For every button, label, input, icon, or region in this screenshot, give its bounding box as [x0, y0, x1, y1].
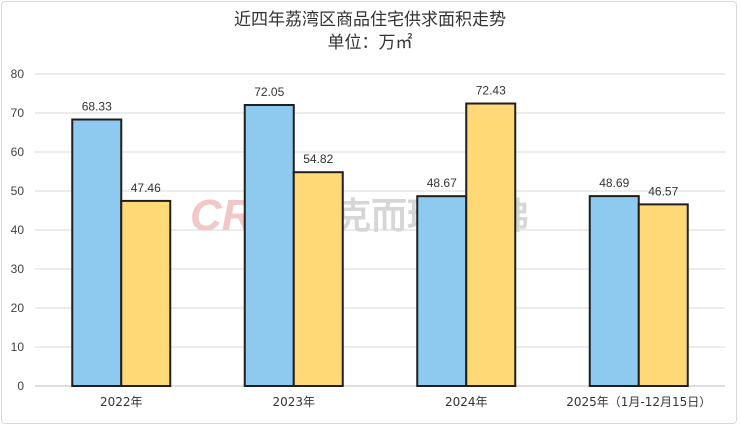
chart-title: 近四年荔湾区商品住宅供求面积走势 — [234, 10, 506, 30]
bar — [588, 195, 640, 387]
data-label: 46.57 — [648, 184, 678, 198]
chart-subtitle: 单位：万㎡ — [327, 33, 413, 53]
x-tick-label: 2023年 — [272, 395, 315, 409]
y-tick-label: 0 — [17, 379, 24, 393]
y-tick-label: 80 — [11, 67, 25, 81]
data-label: 48.69 — [599, 176, 629, 190]
data-label: 54.82 — [303, 152, 333, 166]
y-tick-label: 10 — [11, 340, 25, 354]
bar — [637, 203, 689, 387]
bar — [243, 104, 295, 387]
bar — [120, 199, 172, 387]
y-tick-label: 40 — [11, 223, 25, 237]
bar — [465, 102, 517, 387]
x-tick-label: 2022年 — [100, 395, 143, 409]
y-tick-label: 70 — [11, 106, 25, 120]
y-tick-labels: 0 10 20 30 40 50 60 70 80 — [11, 67, 25, 393]
bar — [71, 118, 123, 387]
x-tick-label: 2024年 — [445, 395, 488, 409]
bars — [71, 102, 689, 387]
y-tick-label: 50 — [11, 184, 25, 198]
y-tick-label: 20 — [11, 301, 25, 315]
data-label: 72.05 — [254, 85, 284, 99]
data-label: 72.43 — [476, 84, 506, 98]
bar — [416, 195, 468, 387]
bar — [292, 171, 344, 387]
y-tick-label: 30 — [11, 262, 25, 276]
data-label: 47.46 — [131, 181, 161, 195]
data-label: 48.67 — [427, 176, 457, 190]
x-tick-labels: 2022年 2023年 2024年 2025年（1月-12月15日） — [100, 395, 711, 409]
data-label: 68.33 — [82, 100, 112, 114]
y-tick-label: 60 — [11, 145, 25, 159]
x-tick-label: 2025年（1月-12月15日） — [566, 395, 711, 409]
data-labels: 68.33 47.46 72.05 54.82 48.67 72.43 48.69 46.57 — [82, 84, 679, 199]
